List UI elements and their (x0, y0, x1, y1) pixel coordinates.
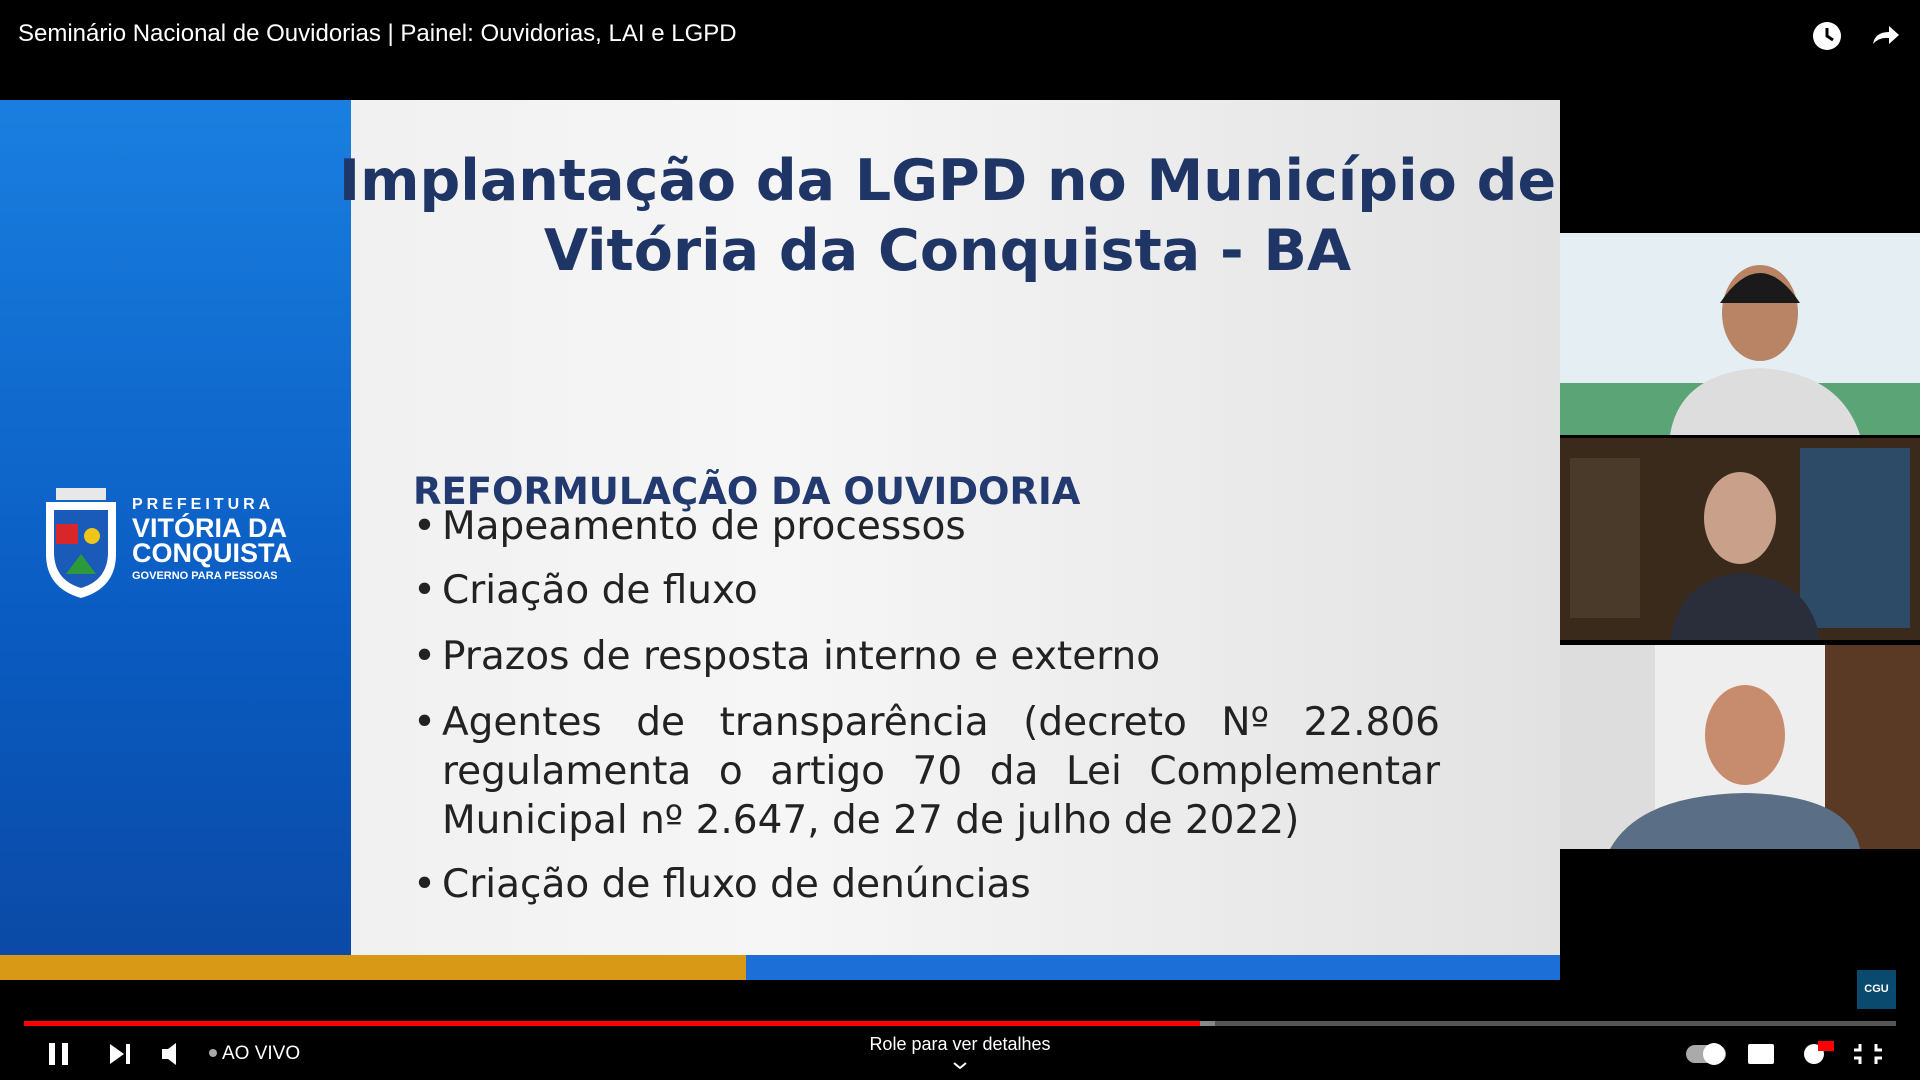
bullet-text: Criação de fluxo de denúncias (442, 862, 1031, 907)
webcam (1560, 438, 1920, 640)
stripe (746, 955, 1560, 980)
stripe (0, 955, 746, 980)
watermark: CGU (1857, 970, 1896, 1009)
bullet-dot: • (413, 568, 437, 613)
live-badge[interactable]: AO VIVO (222, 1043, 301, 1064)
bullet-item: • Criação de fluxo (413, 566, 1440, 615)
progress (24, 1021, 1200, 1026)
video-title[interactable]: Seminário Nacional de Ouvidorias | Paine… (18, 20, 737, 47)
bullet-item: • Criação de fluxo de denúncias (413, 860, 1440, 909)
next[interactable] (110, 1044, 124, 1064)
bullet-item: • Mapeamento de processos (413, 502, 1440, 551)
volume[interactable] (162, 1043, 176, 1065)
bullet-dot: • (413, 504, 437, 549)
logo-text: CONQUISTA (132, 538, 292, 568)
scroll-hint: Role para ver detalhes (869, 1034, 1051, 1054)
exit-fullscreen[interactable] (1854, 1044, 1882, 1064)
bullet-item: • Prazos de resposta interno e externo (413, 632, 1440, 681)
webcam (1560, 233, 1920, 435)
bullet-dot: • (413, 700, 437, 745)
slide-title: Implantação da LGPD no Município de (338, 148, 1557, 214)
bullet-item: • Agentes de transparência (decreto Nº 22… (413, 698, 1440, 845)
slide-side-panel: PREFEITURA VITÓRIA DA CONQUISTA GOVERNO … (0, 100, 351, 955)
slide: PREFEITURA VITÓRIA DA CONQUISTA GOVERNO … (0, 100, 1560, 980)
slide-title: Vitória da Conquista - BA (543, 218, 1352, 284)
controls (24, 1021, 1896, 1070)
bullet-dot: • (413, 862, 437, 907)
bullet-dot: • (413, 634, 437, 679)
logo-text: PREFEITURA (132, 496, 275, 513)
logo-text: VITÓRIA DA (132, 513, 287, 543)
share[interactable] (1873, 26, 1899, 44)
bullet-text: Prazos de resposta interno e externo (442, 634, 1161, 679)
top-icons (1813, 22, 1899, 50)
bullet-text: Agentes de transparência (decreto Nº 22.… (442, 700, 1440, 843)
section-heading: REFORMULAÇÃO DA OUVIDORIA (413, 470, 1081, 513)
logo-crest (46, 488, 116, 598)
pause[interactable] (49, 1043, 55, 1065)
bullet-text: Mapeamento de processos (442, 504, 966, 549)
buffer (1200, 1021, 1215, 1026)
webcam (1560, 645, 1920, 849)
captions[interactable] (1748, 1044, 1774, 1064)
logo-text: GOVERNO PARA PESSOAS (132, 570, 278, 582)
bullet-text: Criação de fluxo (442, 568, 758, 613)
